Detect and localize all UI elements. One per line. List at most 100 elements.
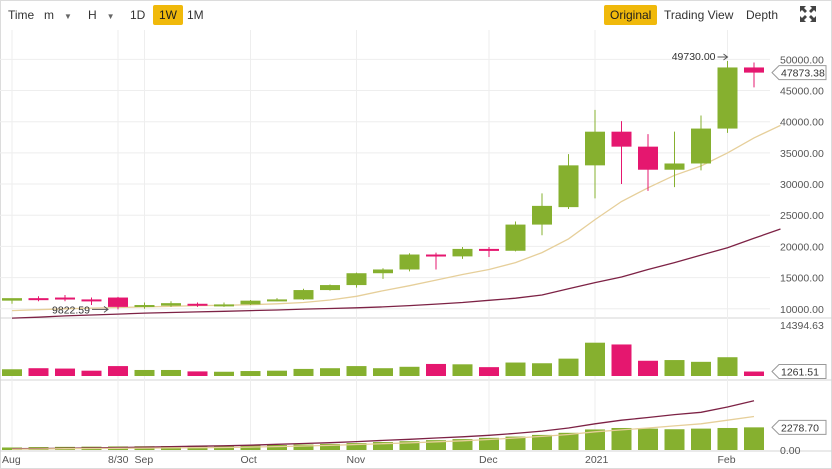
volume-bar [399, 366, 420, 376]
current-indicator-label: 2278.70 [781, 422, 819, 434]
candle-body [479, 248, 499, 251]
volume-bar [346, 366, 367, 376]
candle-body [108, 297, 128, 307]
candle-body [373, 269, 393, 274]
volume-bar [240, 371, 261, 376]
indicator-bar [691, 428, 711, 450]
volume-bar [161, 369, 181, 376]
expand-icon[interactable] [792, 4, 824, 24]
x-tick-label: Sep [135, 454, 154, 466]
volume-bar [2, 369, 22, 376]
low-price-arrow [92, 305, 109, 313]
indicator-bar [399, 441, 420, 450]
candle-body [452, 248, 473, 257]
candle-body [426, 254, 446, 257]
volume-bar [187, 371, 208, 376]
volume-bar [691, 361, 711, 376]
candle-body [134, 305, 155, 308]
candle-body [664, 163, 685, 170]
current-volume-tag [771, 364, 827, 380]
interval-1w-button[interactable]: 1W [153, 5, 183, 25]
volume-max-label: 14394.63 [780, 320, 824, 332]
chart-toolbar: Time m ▼ H ▼ 1D 1W 1M Original Trading Vie… [0, 0, 832, 30]
interval-1m-button[interactable]: 1M [187, 8, 204, 22]
candle-body [585, 131, 605, 166]
y-tick-label: 35000.00 [780, 148, 824, 160]
candle-body [558, 165, 579, 208]
indicator-bar [267, 444, 287, 450]
volume-bar [717, 357, 738, 376]
volume-bar [479, 367, 499, 376]
indicator-bar [346, 443, 367, 450]
candle-body [28, 298, 49, 301]
y-tick-label: 40000.00 [780, 117, 824, 129]
volume-bar [664, 360, 685, 376]
interval-1d-button[interactable]: 1D [130, 8, 146, 22]
candle-body [691, 128, 711, 164]
indicator-bar [452, 439, 473, 450]
indicator-bar [373, 442, 393, 450]
y-tick-label: 30000.00 [780, 179, 824, 191]
candle-body [214, 304, 234, 307]
minute-interval-label: m [44, 8, 54, 22]
indicator-bar [664, 429, 685, 450]
indicator-bar [558, 432, 579, 450]
volume-bar [638, 360, 658, 376]
volume-bar [426, 363, 446, 376]
x-tick-label: Feb [718, 454, 736, 466]
y-tick-label: 20000.00 [780, 241, 824, 253]
indicator-bar [426, 440, 446, 450]
chart-area[interactable]: 50000.00 45000.00 40000.00 35000.00 30000.00… [0, 30, 832, 468]
original-view-button[interactable]: Original [604, 5, 658, 25]
candle-body [267, 299, 287, 302]
indicator-bar [293, 444, 314, 450]
volume-bar [28, 368, 49, 376]
x-tick-label: Oct [241, 454, 257, 466]
volume-bar [558, 358, 579, 376]
volume-bar [81, 370, 102, 376]
candle-body [346, 273, 367, 286]
y-tick-label: 15000.00 [780, 273, 824, 285]
indicator-line-b [11, 415, 755, 450]
candle-body [2, 298, 22, 301]
x-tick-label: 8/30 [108, 454, 129, 466]
hour-interval-dropdown[interactable]: H ▼ [82, 5, 121, 25]
hour-interval-label: H [88, 8, 97, 22]
candle-body [744, 67, 764, 73]
candle-body [505, 224, 526, 251]
time-label: Time [8, 8, 35, 22]
volume-bar [293, 368, 314, 376]
depth-button[interactable]: Depth [746, 8, 779, 22]
expand-icon-graphic [800, 6, 816, 22]
low-price-annotation: 9822.59 [52, 304, 90, 316]
candle-body [161, 303, 181, 306]
volume-bar [505, 362, 526, 376]
candle-body [717, 67, 738, 129]
y-tick-label: 25000.00 [780, 210, 824, 222]
y-tick-label: 45000.00 [780, 86, 824, 98]
minute-interval-dropdown[interactable]: m ▼ [38, 5, 78, 25]
high-price-arrow [717, 53, 729, 61]
tradingview-button[interactable]: Trading View [664, 8, 734, 22]
current-price-label: 47873.38 [781, 68, 825, 80]
x-tick-label: Nov [347, 454, 366, 466]
volume-bar [320, 368, 340, 376]
high-price-annotation: 49730.00 [672, 51, 716, 63]
candle-body [399, 254, 420, 270]
caret-down-icon: ▼ [106, 12, 115, 21]
caret-down-icon: ▼ [64, 12, 72, 21]
indicator-bar [638, 428, 658, 450]
volume-bar [134, 369, 155, 376]
ma-long-line [11, 228, 781, 319]
candle-body [55, 297, 75, 300]
candle-body [638, 146, 658, 170]
candle-body [187, 303, 208, 306]
volume-bar [267, 370, 287, 376]
indicator-bar [585, 429, 605, 450]
volume-bar [373, 368, 393, 376]
current-price-tag [771, 65, 827, 81]
y-tick-label: 50000.00 [780, 54, 824, 66]
current-indicator-tag [771, 419, 827, 435]
volume-bar [452, 364, 473, 376]
y-tick-label: 10000.00 [780, 304, 824, 316]
